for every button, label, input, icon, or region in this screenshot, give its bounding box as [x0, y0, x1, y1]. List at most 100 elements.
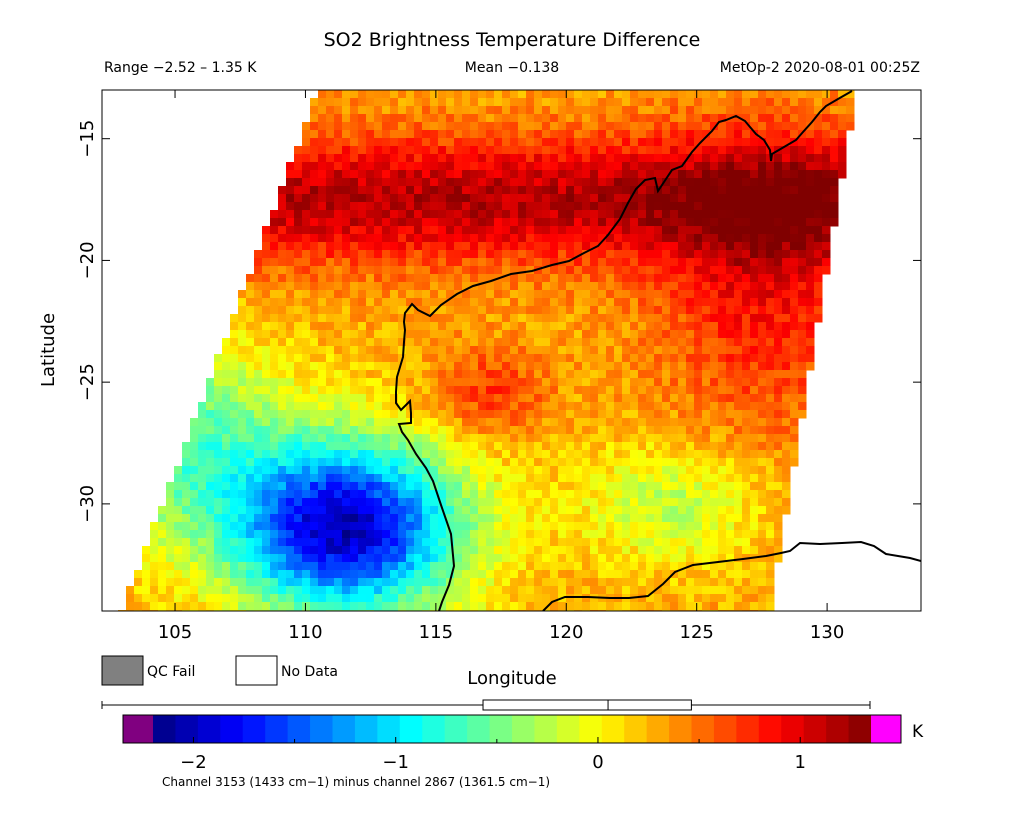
heatmap-cell — [238, 434, 247, 443]
heatmap-cell — [462, 170, 471, 179]
heatmap-cell — [318, 274, 327, 283]
heatmap-cell — [694, 490, 703, 499]
heatmap-cell — [806, 90, 815, 99]
heatmap-cell — [374, 114, 383, 123]
heatmap-cell — [470, 482, 479, 491]
heatmap-cell — [286, 570, 295, 579]
heatmap-cell — [726, 402, 735, 411]
heatmap-cell — [230, 498, 239, 507]
heatmap-cell — [230, 402, 239, 411]
heatmap-cell — [390, 554, 399, 563]
heatmap-cell — [262, 530, 271, 539]
heatmap-cell — [774, 434, 783, 443]
heatmap-cell — [734, 602, 743, 611]
heatmap-cell — [694, 98, 703, 107]
heatmap-cell — [486, 434, 495, 443]
heatmap-cell — [782, 330, 791, 339]
heatmap-cell — [486, 602, 495, 611]
heatmap-cell — [750, 90, 759, 99]
heatmap-cell — [174, 498, 183, 507]
heatmap-cell — [702, 378, 711, 387]
heatmap-cell — [702, 218, 711, 227]
heatmap-cell — [678, 90, 687, 99]
heatmap-cell — [502, 498, 511, 507]
heatmap-cell — [182, 578, 191, 587]
heatmap-cell — [590, 554, 599, 563]
heatmap-cell — [750, 410, 759, 419]
heatmap-cell — [310, 218, 319, 227]
heatmap-cell — [238, 298, 247, 307]
heatmap-cell — [206, 522, 215, 531]
heatmap-cell — [286, 226, 295, 235]
heatmap-cell — [414, 106, 423, 115]
heatmap-cell — [486, 314, 495, 323]
heatmap-cell — [366, 306, 375, 315]
heatmap-cell — [518, 538, 527, 547]
heatmap-cell — [694, 250, 703, 259]
heatmap-cell — [630, 570, 639, 579]
heatmap-cell — [582, 146, 591, 155]
heatmap-cell — [518, 522, 527, 531]
heatmap-cell — [606, 226, 615, 235]
heatmap-cell — [286, 578, 295, 587]
heatmap-cell — [406, 250, 415, 259]
heatmap-cell — [606, 178, 615, 187]
heatmap-cell — [550, 554, 559, 563]
heatmap-cell — [622, 290, 631, 299]
heatmap-cell — [758, 338, 767, 347]
heatmap-cell — [462, 90, 471, 99]
heatmap-cell — [254, 602, 263, 611]
heatmap-cell — [270, 426, 279, 435]
heatmap-cell — [742, 530, 751, 539]
heatmap-cell — [662, 162, 671, 171]
heatmap-cell — [310, 378, 319, 387]
heatmap-cell — [390, 586, 399, 595]
heatmap-cell — [366, 146, 375, 155]
heatmap-cell — [270, 514, 279, 523]
heatmap-cell — [662, 322, 671, 331]
heatmap-cell — [334, 170, 343, 179]
heatmap-cell — [510, 298, 519, 307]
heatmap-cell — [270, 274, 279, 283]
heatmap-cell — [342, 394, 351, 403]
heatmap-cell — [678, 530, 687, 539]
heatmap-cell — [686, 482, 695, 491]
heatmap-cell — [398, 290, 407, 299]
heatmap-cell — [590, 282, 599, 291]
heatmap-cell — [774, 282, 783, 291]
heatmap-cell — [334, 162, 343, 171]
heatmap-cell — [238, 418, 247, 427]
heatmap-cell — [734, 298, 743, 307]
heatmap-cell — [494, 122, 503, 131]
heatmap-cell — [694, 522, 703, 531]
heatmap-cell — [486, 130, 495, 139]
heatmap-cell — [662, 418, 671, 427]
heatmap-cell — [430, 498, 439, 507]
heatmap-cell — [398, 530, 407, 539]
heatmap-cell — [302, 594, 311, 603]
heatmap-cell — [286, 418, 295, 427]
heatmap-cell — [526, 386, 535, 395]
heatmap-cell — [702, 122, 711, 131]
heatmap-cell — [534, 170, 543, 179]
heatmap-cell — [286, 498, 295, 507]
heatmap-cell — [702, 498, 711, 507]
heatmap-cell — [630, 506, 639, 515]
heatmap-cell — [478, 162, 487, 171]
heatmap-cell — [654, 514, 663, 523]
heatmap-cell — [518, 210, 527, 219]
heatmap-cell — [302, 354, 311, 363]
heatmap-cell — [726, 266, 735, 275]
heatmap-cell — [318, 138, 327, 147]
heatmap-cell — [470, 586, 479, 595]
heatmap-cell — [190, 586, 199, 595]
heatmap-cell — [686, 162, 695, 171]
heatmap-cell — [590, 298, 599, 307]
heatmap-cell — [366, 170, 375, 179]
heatmap-cell — [734, 178, 743, 187]
heatmap-cell — [582, 546, 591, 555]
heatmap-cell — [406, 546, 415, 555]
heatmap-cell — [390, 570, 399, 579]
heatmap-cell — [246, 594, 255, 603]
heatmap-cell — [254, 522, 263, 531]
